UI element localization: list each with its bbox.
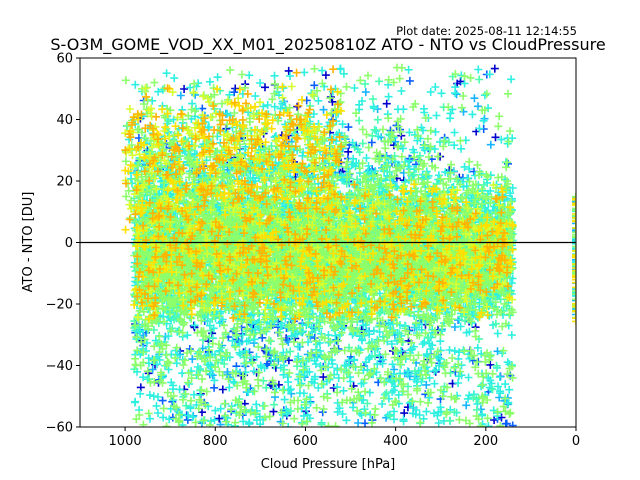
x-axis: 1000 800 600 400 200 0 (109, 427, 580, 449)
x-tick-label: 0 (572, 434, 580, 449)
y-tick-label: −60 (46, 421, 73, 436)
y-tick-label: 0 (65, 236, 73, 251)
x-tick-label: 1000 (109, 434, 142, 449)
plot-date-annotation: Plot date: 2025-08-11 12:14:55 (396, 24, 577, 38)
y-tick-label: −20 (46, 298, 73, 313)
x-tick-label: 200 (473, 434, 498, 449)
y-tick-label: −40 (46, 359, 73, 374)
x-axis-label: Cloud Pressure [hPa] (261, 457, 396, 472)
y-tick-label: 40 (56, 113, 73, 128)
y-tick-label: 20 (56, 175, 73, 190)
x-tick-label: 400 (383, 434, 408, 449)
y-axis-label: ATO - NTO [DU] (21, 192, 36, 293)
y-axis: −60 −40 −20 0 20 40 60 (46, 52, 80, 436)
scatter-points (121, 63, 576, 427)
point-series-ffb400 (121, 65, 512, 323)
x-tick-label: 800 (203, 434, 228, 449)
y-tick-label: 60 (56, 52, 73, 67)
chart-title: S-O3M_GOME_VOD_XX_M01_20250810Z ATO - NT… (50, 35, 605, 55)
x-tick-label: 600 (293, 434, 318, 449)
